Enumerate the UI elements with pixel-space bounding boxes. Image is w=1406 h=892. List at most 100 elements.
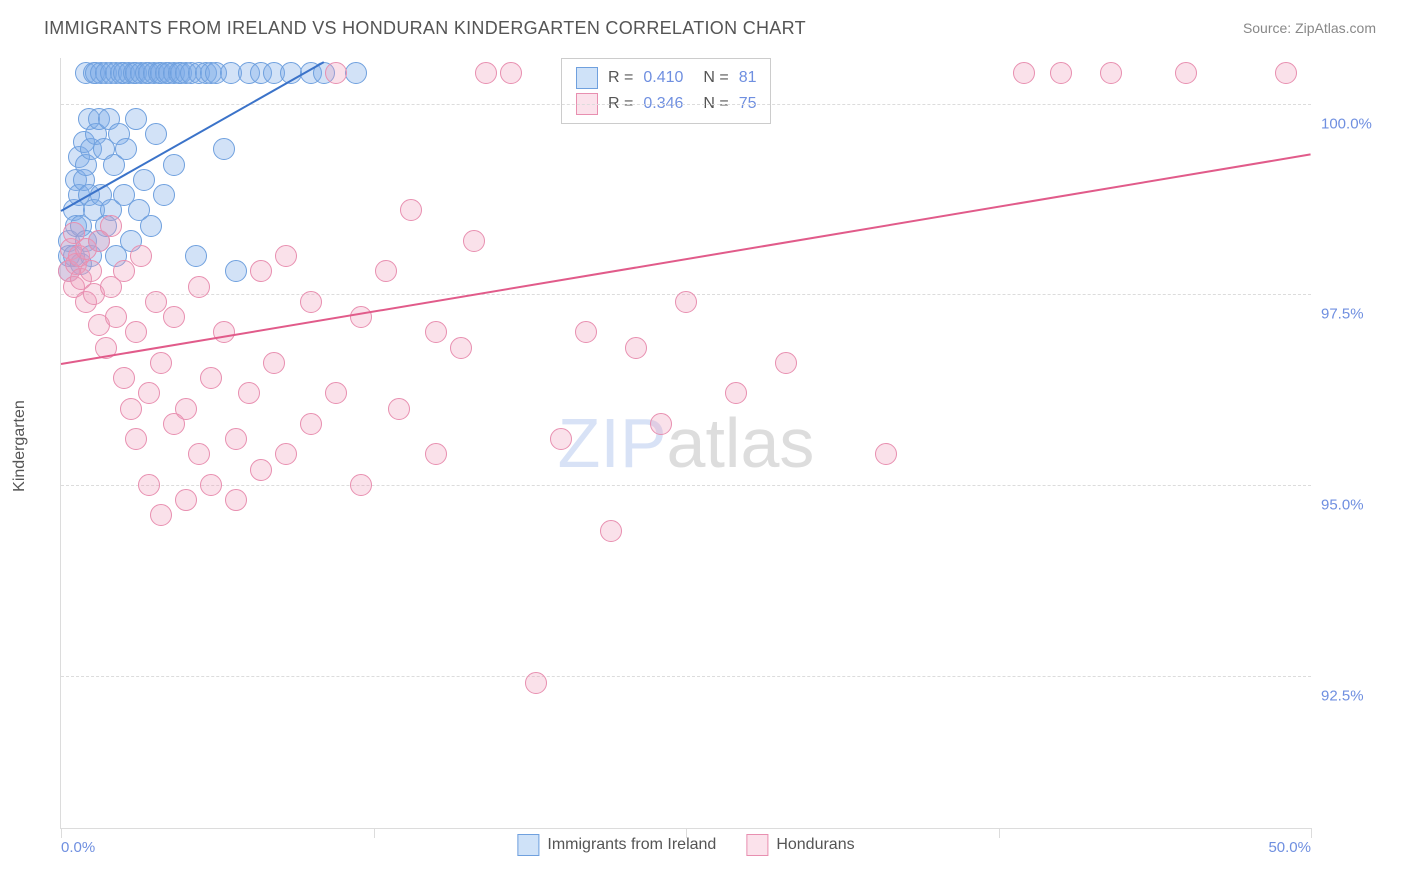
data-point-honduran: [650, 413, 672, 435]
data-point-honduran: [175, 489, 197, 511]
data-point-honduran: [150, 504, 172, 526]
data-point-honduran: [100, 215, 122, 237]
data-point-honduran: [125, 428, 147, 450]
data-point-ireland: [153, 184, 175, 206]
y-tick-label: 92.5%: [1321, 687, 1391, 704]
chart-title: IMMIGRANTS FROM IRELAND VS HONDURAN KIND…: [44, 18, 806, 39]
plot-area: ZIPatlas R = 0.410 N = 81 R = 0.346 N = …: [60, 58, 1311, 829]
legend-item-honduran: Hondurans: [746, 834, 854, 856]
data-point-ireland: [163, 154, 185, 176]
data-point-ireland: [213, 138, 235, 160]
data-point-honduran: [125, 321, 147, 343]
data-point-ireland: [133, 169, 155, 191]
data-point-honduran: [275, 245, 297, 267]
data-point-ireland: [225, 260, 247, 282]
data-point-honduran: [175, 398, 197, 420]
r-label: R =: [608, 65, 633, 91]
data-point-honduran: [150, 352, 172, 374]
swatch-honduran-icon: [746, 834, 768, 856]
data-point-honduran: [263, 352, 285, 374]
data-point-honduran: [388, 398, 410, 420]
data-point-honduran: [300, 413, 322, 435]
data-point-honduran: [1175, 62, 1197, 84]
x-tick-label: 0.0%: [61, 839, 95, 856]
n-value-ireland: 81: [739, 65, 757, 91]
x-tick: [61, 828, 62, 838]
data-point-honduran: [875, 443, 897, 465]
data-point-honduran: [675, 291, 697, 313]
x-tick: [374, 828, 375, 838]
data-point-honduran: [275, 443, 297, 465]
data-point-honduran: [1013, 62, 1035, 84]
data-point-ireland: [345, 62, 367, 84]
x-tick: [686, 828, 687, 838]
data-point-honduran: [80, 260, 102, 282]
data-point-honduran: [113, 367, 135, 389]
data-point-honduran: [325, 382, 347, 404]
data-point-ireland: [145, 123, 167, 145]
data-point-honduran: [600, 520, 622, 542]
y-axis-label: Kindergarten: [11, 400, 29, 492]
data-point-honduran: [525, 672, 547, 694]
n-label: N =: [703, 65, 728, 91]
data-point-honduran: [550, 428, 572, 450]
legend-row-ireland: R = 0.410 N = 81: [576, 65, 756, 91]
data-point-honduran: [200, 367, 222, 389]
gridline: [61, 485, 1311, 486]
x-tick: [999, 828, 1000, 838]
source-attribution: Source: ZipAtlas.com: [1243, 20, 1376, 36]
data-point-honduran: [300, 291, 322, 313]
swatch-ireland-icon: [517, 834, 539, 856]
data-point-ireland: [125, 108, 147, 130]
x-tick: [1311, 828, 1312, 838]
legend-label-honduran: Hondurans: [776, 836, 854, 854]
data-point-honduran: [725, 382, 747, 404]
regression-line-honduran: [61, 153, 1311, 365]
r-value-ireland: 0.410: [643, 65, 693, 91]
data-point-honduran: [188, 276, 210, 298]
data-point-honduran: [113, 260, 135, 282]
data-point-honduran: [775, 352, 797, 374]
watermark-atlas: atlas: [667, 404, 815, 482]
data-point-honduran: [425, 443, 447, 465]
data-point-ireland: [140, 215, 162, 237]
data-point-honduran: [463, 230, 485, 252]
data-point-honduran: [1050, 62, 1072, 84]
data-point-ireland: [115, 138, 137, 160]
y-tick-label: 95.0%: [1321, 496, 1391, 513]
data-point-honduran: [130, 245, 152, 267]
data-point-honduran: [1100, 62, 1122, 84]
data-point-honduran: [350, 474, 372, 496]
data-point-honduran: [450, 337, 472, 359]
y-tick-label: 97.5%: [1321, 306, 1391, 323]
data-point-honduran: [225, 489, 247, 511]
data-point-honduran: [250, 260, 272, 282]
data-point-honduran: [120, 398, 142, 420]
y-tick-label: 100.0%: [1321, 115, 1391, 132]
x-tick-label: 50.0%: [1268, 839, 1311, 856]
data-point-honduran: [500, 62, 522, 84]
data-point-honduran: [138, 382, 160, 404]
data-point-honduran: [163, 306, 185, 328]
data-point-honduran: [105, 306, 127, 328]
correlation-legend: R = 0.410 N = 81 R = 0.346 N = 75: [561, 58, 771, 124]
data-point-honduran: [250, 459, 272, 481]
gridline: [61, 676, 1311, 677]
data-point-honduran: [575, 321, 597, 343]
data-point-honduran: [350, 306, 372, 328]
watermark: ZIPatlas: [558, 403, 815, 483]
data-point-ireland: [185, 245, 207, 267]
data-point-honduran: [225, 428, 247, 450]
data-point-honduran: [213, 321, 235, 343]
data-point-honduran: [1275, 62, 1297, 84]
legend-label-ireland: Immigrants from Ireland: [547, 836, 716, 854]
data-point-honduran: [325, 62, 347, 84]
data-point-honduran: [138, 474, 160, 496]
data-point-honduran: [425, 321, 447, 343]
data-point-honduran: [188, 443, 210, 465]
data-point-honduran: [400, 199, 422, 221]
data-point-honduran: [375, 260, 397, 282]
data-point-honduran: [475, 62, 497, 84]
watermark-zip: ZIP: [558, 404, 667, 482]
data-point-honduran: [625, 337, 647, 359]
